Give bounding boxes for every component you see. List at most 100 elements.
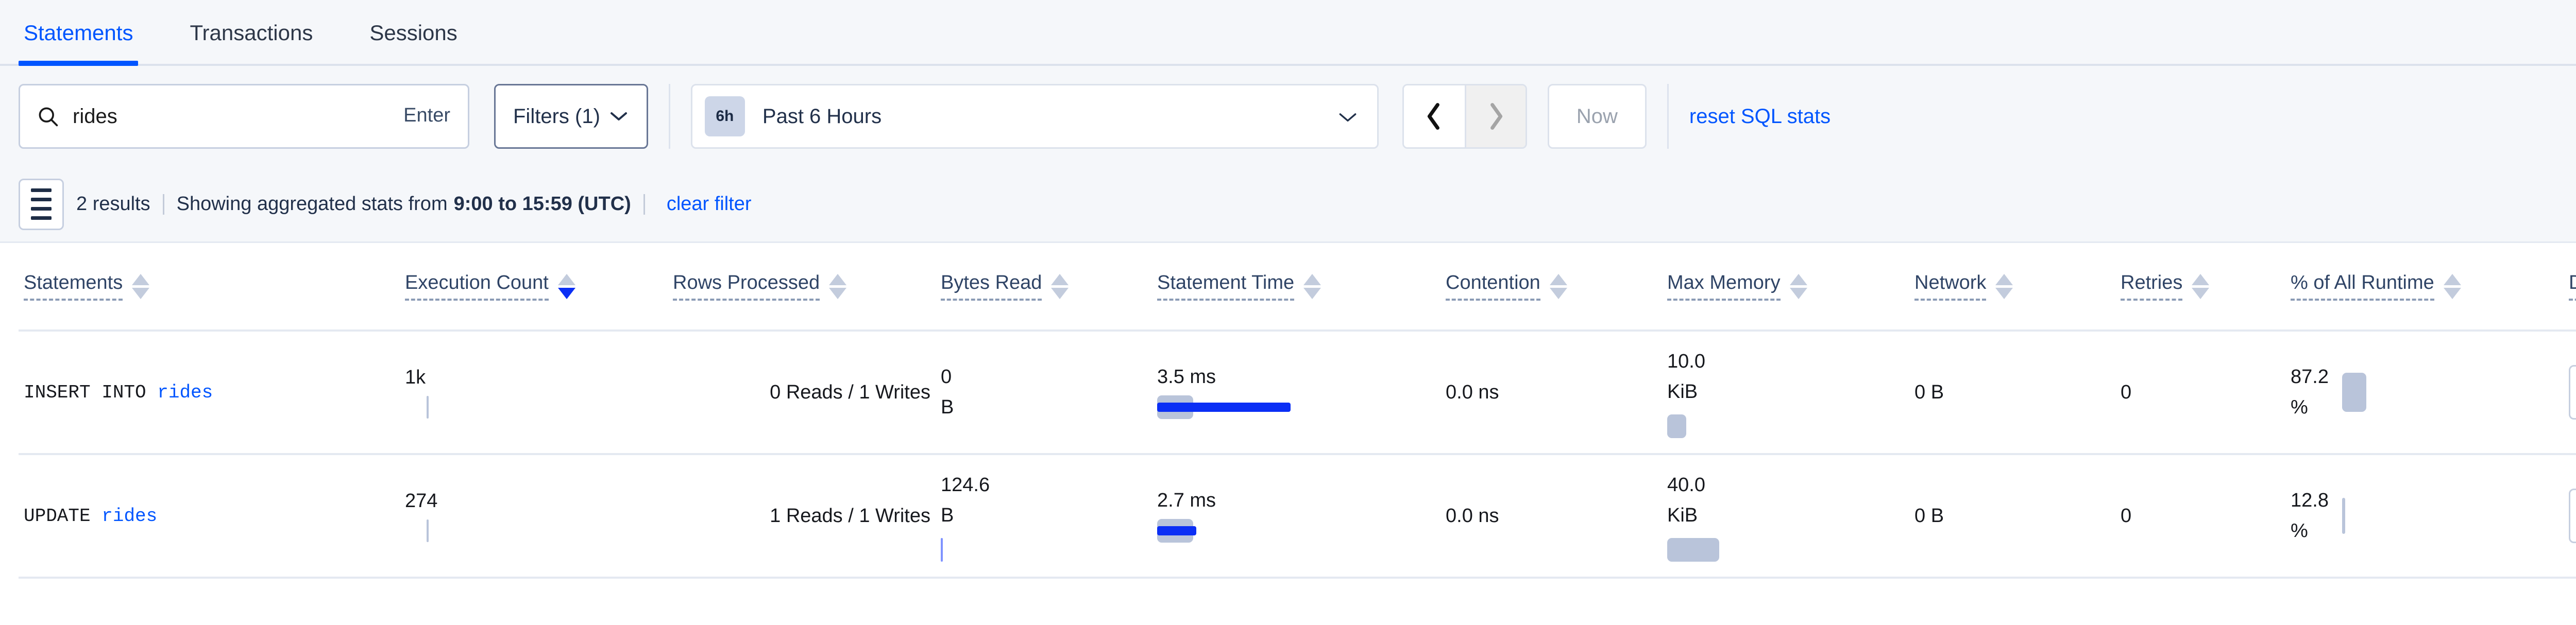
tab-transactions[interactable]: Transactions (184, 0, 318, 66)
sort-toggle-icon[interactable] (1789, 273, 1807, 299)
rows-processed-value: 0 Reads / 1 Writes (770, 381, 930, 403)
cell-statement: UPDATE rides (19, 454, 400, 579)
column-header-of-all-runtime[interactable]: % of All Runtime (2285, 243, 2564, 332)
now-button[interactable]: Now (1547, 84, 1647, 149)
results-info-bar: 2 results Showing aggregated stats from … (0, 167, 2576, 241)
cell-pct-runtime: 87.2% (2285, 331, 2564, 455)
clear-filter-link[interactable]: clear filter (666, 193, 752, 215)
column-header-bytes-read[interactable]: Bytes Read (936, 243, 1152, 332)
cell-retries: 0 (2115, 454, 2285, 579)
statements-table: Statements Execution Count Rows Processed B… (19, 243, 2576, 579)
execution-count-value: 1k (405, 366, 426, 388)
hamburger-icon-line (31, 198, 52, 201)
reset-sql-stats-link[interactable]: reset SQL stats (1689, 105, 1831, 128)
cell-statement: INSERT INTO rides (19, 331, 400, 455)
search-box[interactable]: Enter (19, 84, 469, 149)
bar-graph (1157, 395, 1435, 419)
sort-toggle-icon[interactable] (2443, 273, 2461, 299)
column-header-diagnostics[interactable]: Diagnostics (2564, 243, 2576, 332)
list-view-toggle-button[interactable] (19, 178, 64, 230)
sort-toggle-icon[interactable] (1303, 273, 1321, 299)
tab-bar: Statements Transactions Sessions (0, 0, 2576, 66)
column-header-label: Statements (24, 272, 123, 301)
contention-value: 0.0 ns (1446, 505, 1499, 527)
retries-value: 0 (2121, 381, 2132, 403)
cell-rows-processed: 1 Reads / 1 Writes (668, 454, 936, 579)
bytes-read-bar (941, 537, 943, 562)
activate-diagnostics-button[interactable]: Activate (2569, 489, 2576, 543)
network-value: 0 B (1914, 381, 1944, 403)
pct-runtime-bar (2342, 498, 2345, 534)
column-header-network[interactable]: Network (1909, 243, 2115, 332)
search-enter-hint: Enter (403, 104, 450, 126)
column-header-label: Rows Processed (673, 272, 820, 301)
table-row[interactable]: INSERT INTO rides 1k 0 Reads / 1 Writes 0 B 3… (19, 331, 2576, 455)
statement-time-value: 2.7 ms (1157, 489, 1216, 511)
tab-sessions[interactable]: Sessions (364, 0, 462, 66)
time-range-selector[interactable]: 6h Past 6 Hours (690, 84, 1379, 149)
hamburger-icon-line (31, 216, 52, 220)
cell-network: 0 B (1909, 331, 2115, 455)
sort-toggle-icon[interactable] (1549, 273, 1567, 299)
column-header-statement-time[interactable]: Statement Time (1152, 243, 1440, 332)
cell-diagnostics: Activate (2564, 454, 2576, 579)
statement-table-link[interactable]: rides (101, 505, 158, 527)
tab-statements-label: Statements (24, 21, 133, 45)
cell-execution-count: 1k (400, 331, 668, 455)
next-period-button[interactable] (1464, 85, 1526, 147)
network-value: 0 B (1914, 505, 1944, 527)
table-row[interactable]: UPDATE rides 274 1 Reads / 1 Writes 124.6 B 2… (19, 454, 2576, 579)
column-header-contention[interactable]: Contention (1440, 243, 1662, 332)
table-header-row: Statements Execution Count Rows Processed B… (19, 243, 2576, 332)
hamburger-icon-line (31, 207, 52, 211)
now-button-label: Now (1576, 105, 1618, 128)
sort-toggle-icon[interactable] (1051, 273, 1069, 299)
results-summary: 2 results Showing aggregated stats from … (76, 193, 752, 215)
statements-table-head: Statements Execution Count Rows Processed B… (19, 243, 2576, 332)
chevron-right-icon (1490, 103, 1503, 130)
filters-button[interactable]: Filters (1) (494, 84, 648, 149)
pct-runtime-bar (2342, 373, 2366, 412)
time-nav-group (1402, 84, 1527, 149)
chevron-left-icon (1427, 103, 1439, 130)
hamburger-icon-line (31, 188, 52, 192)
retries-value: 0 (2121, 505, 2132, 527)
sort-toggle-icon[interactable] (132, 273, 150, 299)
cell-network: 0 B (1909, 454, 2115, 579)
cell-rows-processed: 0 Reads / 1 Writes (668, 331, 936, 455)
column-header-execution-count[interactable]: Execution Count (400, 243, 668, 332)
previous-period-button[interactable] (1403, 85, 1465, 147)
statement-table-link[interactable]: rides (157, 381, 213, 403)
sort-toggle-icon[interactable] (557, 273, 575, 299)
max-memory-bar (1667, 537, 1720, 562)
column-header-statements[interactable]: Statements (19, 243, 400, 332)
sort-toggle-icon[interactable] (2192, 273, 2210, 299)
sort-toggle-icon[interactable] (829, 273, 847, 299)
bar-graph (1157, 518, 1435, 543)
column-header-retries[interactable]: Retries (2115, 243, 2285, 332)
column-header-label: Network (1914, 272, 1987, 301)
column-header-rows-processed[interactable]: Rows Processed (668, 243, 936, 332)
column-header-label: Bytes Read (941, 272, 1042, 301)
execution-count-value: 274 (405, 490, 438, 512)
tab-statements[interactable]: Statements (19, 0, 139, 66)
bar-fill (1157, 402, 1291, 412)
execution-count-bar (427, 519, 429, 542)
column-header-label: Max Memory (1667, 272, 1781, 301)
max-memory-value: 10.0 KiB (1667, 351, 1705, 403)
activate-diagnostics-button[interactable]: Activate (2569, 365, 2576, 420)
filter-toolbar: Enter Filters (1) 6h Past 6 Hours Now (0, 66, 2576, 167)
toolbar-divider-1 (668, 84, 670, 149)
cell-statement-time: 2.7 ms (1152, 454, 1440, 579)
sort-toggle-icon[interactable] (1995, 273, 2013, 299)
aggregated-stats-range: 9:00 to 15:59 (UTC) (453, 193, 631, 215)
column-header-label: Diagnostics (2569, 272, 2576, 301)
search-input[interactable] (73, 105, 391, 128)
tab-sessions-label: Sessions (369, 21, 457, 45)
column-header-max-memory[interactable]: Max Memory (1662, 243, 1909, 332)
reset-sql-stats-label: reset SQL stats (1689, 105, 1831, 128)
info-divider (643, 194, 645, 215)
cell-pct-runtime: 12.8% (2285, 454, 2564, 579)
cell-max-memory: 40.0 KiB (1662, 454, 1909, 579)
cell-statement-time: 3.5 ms (1152, 331, 1440, 455)
